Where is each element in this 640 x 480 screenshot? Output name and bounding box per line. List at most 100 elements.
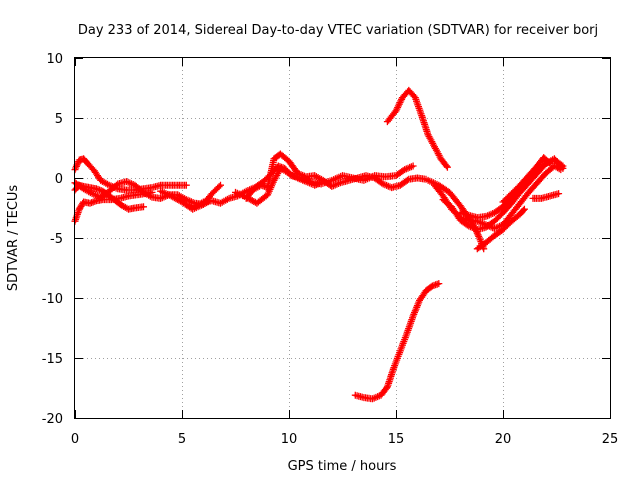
data-point bbox=[251, 188, 254, 192]
data-point bbox=[437, 282, 440, 285]
data-point bbox=[287, 172, 291, 175]
data-point bbox=[531, 197, 535, 200]
data-point bbox=[210, 199, 214, 202]
data-point bbox=[99, 179, 102, 182]
data-point bbox=[114, 199, 117, 202]
data-point bbox=[116, 182, 120, 186]
data-point bbox=[448, 191, 451, 194]
data-point bbox=[245, 197, 248, 200]
data-point bbox=[459, 204, 462, 207]
grid-lines bbox=[75, 58, 610, 418]
data-point bbox=[405, 332, 408, 336]
data-point bbox=[373, 176, 376, 180]
data-point bbox=[347, 179, 351, 182]
data-point bbox=[78, 158, 81, 162]
data-point bbox=[272, 157, 276, 160]
data-point bbox=[523, 208, 526, 211]
data-point bbox=[384, 175, 387, 178]
data-point bbox=[219, 184, 222, 187]
data-point bbox=[553, 164, 556, 168]
data-point bbox=[484, 226, 488, 229]
data-point bbox=[185, 184, 188, 187]
data-point bbox=[548, 162, 552, 165]
data-point bbox=[125, 188, 128, 192]
data-point bbox=[135, 193, 139, 196]
data-point bbox=[381, 182, 385, 186]
y-tick-label: 0 bbox=[55, 172, 63, 187]
x-axis-label: GPS time / hours bbox=[288, 459, 397, 474]
data-point bbox=[478, 236, 481, 240]
y-tick-labels: -20 -15 -10 -5 0 5 10 bbox=[42, 52, 63, 427]
data-point bbox=[536, 181, 539, 184]
data-point bbox=[446, 166, 449, 169]
data-point bbox=[364, 174, 368, 177]
data-point bbox=[390, 186, 393, 189]
data-point bbox=[125, 180, 128, 183]
data-point bbox=[287, 160, 291, 163]
data-point bbox=[95, 199, 98, 202]
y-tick-label: 5 bbox=[55, 112, 63, 127]
data-point bbox=[362, 179, 366, 182]
series-markers bbox=[529, 190, 563, 202]
data-point bbox=[418, 299, 421, 302]
data-point bbox=[219, 202, 222, 205]
data-point bbox=[234, 191, 237, 194]
series-pass-8 bbox=[242, 150, 430, 202]
data-point bbox=[476, 247, 479, 250]
data-point bbox=[527, 174, 530, 177]
data-point bbox=[411, 314, 415, 318]
data-point bbox=[439, 157, 443, 160]
data-point bbox=[467, 214, 470, 217]
data-point bbox=[501, 211, 505, 214]
data-point bbox=[501, 205, 505, 208]
series-pass-15 bbox=[473, 205, 528, 253]
data-point bbox=[227, 197, 231, 200]
data-point bbox=[433, 145, 436, 148]
data-point bbox=[433, 184, 436, 187]
data-point bbox=[266, 193, 269, 196]
data-point bbox=[401, 96, 404, 99]
data-point bbox=[313, 174, 316, 177]
data-point bbox=[510, 212, 513, 216]
data-point bbox=[394, 109, 398, 113]
data-point bbox=[210, 192, 214, 195]
data-point bbox=[392, 366, 396, 369]
data-point bbox=[518, 184, 522, 187]
data-point bbox=[459, 211, 462, 214]
data-point bbox=[362, 396, 366, 399]
data-point bbox=[501, 223, 505, 226]
data-point bbox=[431, 284, 434, 288]
data-point bbox=[527, 191, 530, 194]
data-point bbox=[420, 114, 423, 117]
data-point bbox=[133, 184, 137, 187]
x-tick-label: 0 bbox=[71, 432, 79, 447]
data-point bbox=[296, 176, 299, 180]
data-point bbox=[88, 202, 92, 205]
data-point bbox=[108, 194, 111, 198]
axis-ticks bbox=[75, 58, 611, 419]
data-point bbox=[120, 204, 124, 207]
data-point bbox=[118, 197, 122, 200]
data-point bbox=[536, 164, 539, 168]
data-point bbox=[356, 176, 359, 180]
data-point bbox=[82, 187, 85, 190]
data-point bbox=[127, 208, 130, 211]
data-point bbox=[399, 184, 402, 187]
data-point bbox=[82, 157, 85, 160]
data-point bbox=[245, 190, 248, 193]
data-point bbox=[540, 197, 543, 200]
data-point bbox=[82, 200, 85, 204]
data-point bbox=[493, 234, 496, 237]
data-point bbox=[493, 211, 496, 214]
data-point bbox=[354, 394, 357, 397]
x-tick-label: 10 bbox=[281, 432, 298, 447]
series-pass-16 bbox=[499, 154, 554, 206]
data-point bbox=[93, 169, 96, 172]
y-tick-label: -20 bbox=[42, 412, 63, 427]
data-point bbox=[185, 198, 188, 201]
chart-title: Day 233 of 2014, Sidereal Day-to-day VTE… bbox=[78, 23, 598, 38]
y-tick-label: -15 bbox=[42, 352, 63, 367]
data-point bbox=[272, 179, 276, 182]
data-point bbox=[441, 198, 445, 201]
